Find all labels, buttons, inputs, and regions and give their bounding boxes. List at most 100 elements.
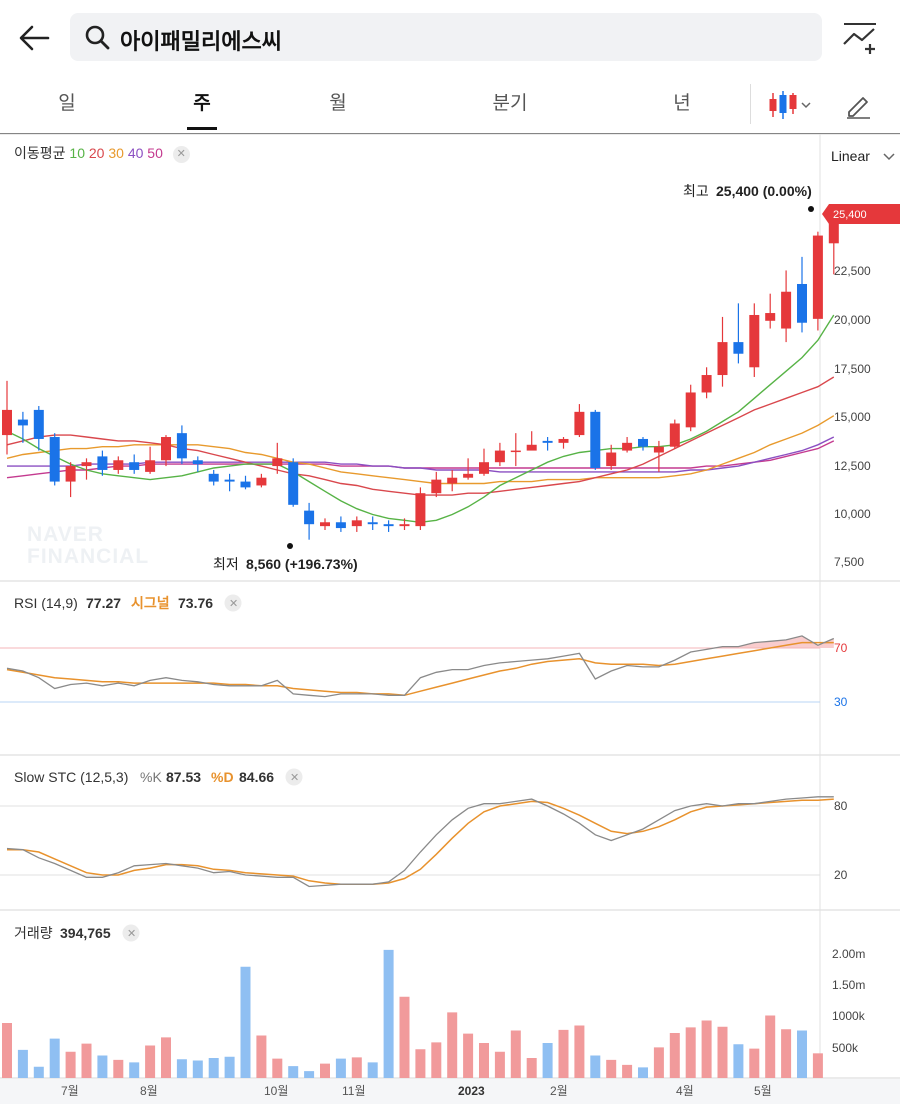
volume-bar xyxy=(129,1062,140,1078)
candle-body xyxy=(733,342,744,354)
high-value: 25,400 (0.00%) xyxy=(716,183,812,199)
volume-bar xyxy=(335,1058,346,1078)
candle-body xyxy=(479,462,489,474)
candle-body xyxy=(176,433,187,459)
candle-body xyxy=(192,460,203,465)
volume-bar xyxy=(781,1029,792,1078)
price-tick: 22,500 xyxy=(834,264,871,278)
ma30-label: 30 xyxy=(108,145,124,161)
candle-body xyxy=(49,437,60,482)
search-icon xyxy=(85,25,110,50)
tab-year[interactable]: 년 xyxy=(673,93,691,114)
pencil-edit-icon[interactable] xyxy=(843,90,873,120)
volume-bar xyxy=(383,949,394,1078)
candle-body xyxy=(97,456,108,470)
moving-average-legend: 이동평균 10 20 30 40 50 ✕ xyxy=(14,143,190,163)
volume-bar xyxy=(638,1067,648,1078)
candle-body xyxy=(367,522,378,525)
x-axis-label: 4월 xyxy=(676,1084,694,1098)
stoch-k-label: %K xyxy=(140,769,162,785)
tab-day[interactable]: 일 xyxy=(58,93,76,114)
volume-bar xyxy=(208,1058,219,1078)
candle-body xyxy=(510,450,521,453)
volume-bar xyxy=(797,1030,807,1078)
rsi-line xyxy=(6,635,835,698)
chevron-down-icon xyxy=(883,153,895,161)
candle-body xyxy=(653,446,664,453)
volume-close-icon[interactable] xyxy=(122,924,140,942)
volume-tick: 1000k xyxy=(832,1009,866,1023)
candle-body xyxy=(161,437,171,461)
candle-body xyxy=(828,214,839,244)
stoch-d-line xyxy=(7,798,834,885)
volume-bar xyxy=(49,1038,60,1078)
back-arrow-icon[interactable] xyxy=(16,20,52,56)
candle-body xyxy=(65,466,76,482)
rsi-close-icon[interactable] xyxy=(224,594,242,612)
candle-body xyxy=(606,452,617,467)
candle-body xyxy=(797,283,807,323)
volume-bar xyxy=(240,966,251,1078)
compare-chart-icon[interactable] xyxy=(840,20,880,56)
candle-body xyxy=(574,411,585,436)
volume-bar xyxy=(272,1058,283,1078)
candle-body xyxy=(701,375,712,393)
candle-body xyxy=(638,438,648,447)
candle-body xyxy=(335,522,346,529)
volume-tick: 500k xyxy=(832,1041,859,1055)
volume-bar xyxy=(320,1063,330,1078)
volume-bar xyxy=(717,1026,728,1078)
volume-bar xyxy=(288,1066,299,1078)
candle-body xyxy=(542,440,553,443)
stoch-close-icon[interactable] xyxy=(285,768,303,786)
volume-bar xyxy=(701,1020,712,1078)
volume-bar xyxy=(81,1043,92,1078)
low-label: 최저 xyxy=(213,556,239,572)
candle-body xyxy=(749,314,760,368)
candle-body xyxy=(320,522,330,527)
volume-bar xyxy=(176,1059,187,1078)
volume-bar xyxy=(749,1048,760,1078)
price-tick: 10,000 xyxy=(834,507,871,521)
current-price-tag-text: 25,400 xyxy=(833,209,867,221)
x-axis-band xyxy=(0,1079,900,1104)
close-icon[interactable]: ✕ xyxy=(172,146,190,163)
candlestick-type-icon[interactable] xyxy=(764,90,814,120)
tab-week[interactable]: 주 xyxy=(172,76,232,132)
ma50-label: 50 xyxy=(147,145,163,161)
tab-quarter[interactable]: 분기 xyxy=(492,93,528,114)
volume-bar xyxy=(558,1029,569,1078)
candle-body xyxy=(765,313,776,321)
x-axis-label: 5월 xyxy=(754,1084,772,1098)
stoch-k-value: 87.53 xyxy=(166,769,201,785)
candle-body xyxy=(622,442,633,451)
candle-body xyxy=(558,438,569,443)
volume-bar xyxy=(733,1044,744,1078)
candle-body xyxy=(590,411,601,469)
rsi-overbought-fill xyxy=(7,635,834,648)
search-query-text: 아이패밀리에스씨 xyxy=(120,29,282,54)
x-axis-label: 2월 xyxy=(550,1084,568,1098)
volume-bar xyxy=(304,1071,315,1078)
volume-bar xyxy=(113,1059,124,1078)
volume-bar xyxy=(192,1060,203,1078)
stoch-d-label: %D xyxy=(211,769,234,785)
rsi-signal-value: 73.76 xyxy=(178,595,213,611)
price-tick: 12,500 xyxy=(834,459,871,473)
price-tick: 15,000 xyxy=(834,410,871,424)
candle-body xyxy=(240,481,251,488)
scale-selector[interactable]: Linear xyxy=(831,148,896,164)
volume-bar xyxy=(367,1062,378,1078)
rsi-signal-label: 시그널 xyxy=(131,595,170,611)
candle-body xyxy=(256,477,267,486)
volume-bar xyxy=(574,1025,585,1078)
candle-body xyxy=(224,479,235,482)
volume-bar xyxy=(224,1056,235,1078)
candle-body xyxy=(129,462,140,470)
search-bar[interactable]: 아이패밀리에스씨 xyxy=(70,13,822,61)
rsi-value: 77.27 xyxy=(86,595,121,611)
tab-month[interactable]: 월 xyxy=(329,93,347,114)
top-bar: 아이패밀리에스씨 xyxy=(0,0,900,76)
ma30-line xyxy=(6,415,835,485)
watermark-line2: FINANCIAL xyxy=(27,545,149,568)
